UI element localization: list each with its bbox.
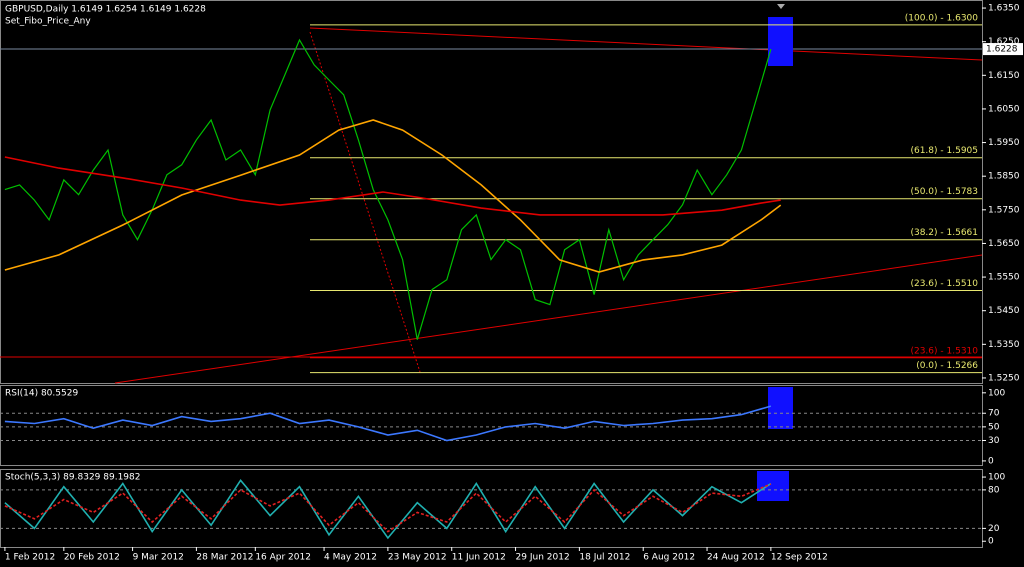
series-line bbox=[4, 119, 782, 273]
x-tick-label: 12 Sep 2012 bbox=[771, 553, 828, 563]
price-panel-frame bbox=[0, 0, 983, 384]
x-tick-label: 29 Jun 2012 bbox=[516, 553, 570, 563]
y-tick-label: 20 bbox=[988, 524, 1000, 534]
series-line bbox=[4, 483, 772, 533]
y-tick-label: 1.6250 bbox=[988, 37, 1020, 47]
fibo-base-line bbox=[309, 31, 421, 373]
y-tick-label: 1.5650 bbox=[988, 239, 1020, 249]
fibo-label: (38.2) - 1.5661 bbox=[910, 228, 978, 238]
x-tick-label: 20 Feb 2012 bbox=[64, 553, 120, 563]
x-tick-label: 24 Aug 2012 bbox=[707, 553, 765, 563]
series-line bbox=[4, 38, 772, 340]
fibo-label: (0.0) - 1.5266 bbox=[916, 361, 978, 371]
fibo-label: (100.0) - 1.6300 bbox=[905, 13, 979, 23]
y-tick-label: 70 bbox=[988, 409, 1000, 419]
x-tick-label: 18 Jul 2012 bbox=[579, 553, 630, 563]
series-line bbox=[4, 478, 772, 540]
series-line bbox=[4, 405, 772, 442]
y-tick-label: 1.6350 bbox=[988, 4, 1020, 14]
y-tick-label: 1.5550 bbox=[988, 273, 1020, 283]
rsi-panel-frame bbox=[0, 385, 983, 466]
x-tick-label: 28 Mar 2012 bbox=[196, 553, 253, 563]
highlight-box bbox=[757, 471, 789, 501]
y-tick-label: 1.5950 bbox=[988, 138, 1020, 148]
y-tick-label: 1.5850 bbox=[988, 172, 1020, 182]
fibo-label: (23.6) - 1.5510 bbox=[910, 279, 978, 289]
y-tick-label: 1.5350 bbox=[988, 340, 1020, 350]
panel-title: GBPUSD,Daily 1.6149 1.6254 1.6149 1.6228 bbox=[5, 5, 206, 15]
x-tick-label: 6 Aug 2012 bbox=[643, 553, 695, 563]
highlight-box bbox=[768, 17, 793, 66]
price-tag-label: 1.6228 bbox=[986, 45, 1018, 55]
y-tick-label: 100 bbox=[988, 473, 1005, 483]
price-tag bbox=[983, 43, 1023, 56]
panel-subtitle: Set_Fibo_Price_Any bbox=[5, 17, 91, 27]
y-tick-label: 100 bbox=[988, 388, 1005, 398]
x-tick-label: 4 May 2012 bbox=[324, 553, 377, 563]
y-tick-label: 1.6150 bbox=[988, 71, 1020, 81]
y-tick-label: 0 bbox=[988, 456, 994, 466]
x-tick-label: 11 Jun 2012 bbox=[452, 553, 506, 563]
x-tick-label: 9 Mar 2012 bbox=[133, 553, 184, 563]
y-tick-label: 1.6050 bbox=[988, 104, 1020, 114]
fibo-label: (23.6) - 1.5310 bbox=[910, 346, 978, 356]
x-tick-label: 23 May 2012 bbox=[388, 553, 447, 563]
trend-line bbox=[114, 254, 983, 384]
stoch-panel-frame bbox=[0, 469, 983, 548]
fibo-label: (61.8) - 1.5905 bbox=[910, 146, 978, 156]
trend-line bbox=[309, 27, 983, 61]
y-tick-label: 1.5750 bbox=[988, 205, 1020, 215]
highlight-box bbox=[768, 387, 793, 429]
y-tick-label: 1.5450 bbox=[988, 306, 1020, 316]
shift-marker bbox=[777, 4, 785, 9]
x-tick-label: 1 Feb 2012 bbox=[5, 553, 55, 563]
panel-title: RSI(14) 80.5529 bbox=[5, 389, 78, 399]
x-tick-label: 16 Apr 2012 bbox=[255, 553, 311, 563]
fibo-label: (50.0) - 1.5783 bbox=[910, 187, 978, 197]
y-tick-label: 30 bbox=[988, 436, 1000, 446]
panel-title: Stoch(5,3,3) 89.8329 89.1982 bbox=[5, 473, 140, 483]
y-tick-label: 1.5250 bbox=[988, 373, 1020, 383]
series-line bbox=[4, 156, 781, 216]
y-tick-label: 0 bbox=[988, 537, 994, 547]
y-tick-label: 50 bbox=[988, 422, 1000, 432]
y-tick-label: 80 bbox=[988, 485, 1000, 495]
